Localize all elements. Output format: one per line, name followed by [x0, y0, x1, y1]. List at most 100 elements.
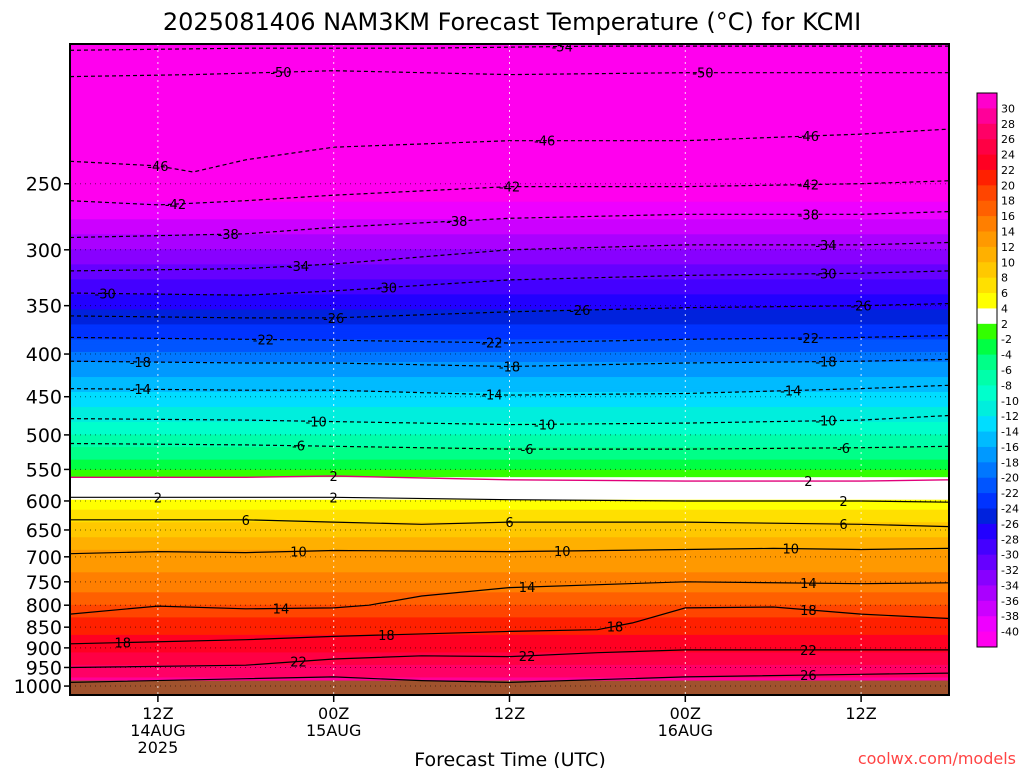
- temperature-band: [70, 149, 949, 153]
- y-tick-label: 450: [26, 387, 62, 409]
- colorbar-swatch: [977, 277, 997, 294]
- contour-label: 26: [800, 669, 817, 684]
- colorbar-swatch: [977, 477, 997, 494]
- temperature-band: [70, 507, 949, 511]
- temperature-band: [70, 201, 949, 205]
- temperature-band: [70, 402, 949, 406]
- temperature-band: [70, 567, 949, 571]
- contour-line: [70, 475, 949, 482]
- temperature-band: [70, 286, 949, 290]
- temperature-band: [70, 56, 949, 60]
- temperature-band: [70, 129, 949, 133]
- temperature-band: [70, 179, 949, 183]
- temperature-band: [70, 627, 949, 631]
- colorbar-swatch: [977, 385, 997, 402]
- temperature-band: [70, 64, 949, 68]
- colorbar-label: -26: [1001, 518, 1019, 531]
- temperature-band: [70, 484, 949, 488]
- contour-label: -34: [288, 260, 309, 275]
- temperature-band: [70, 46, 949, 50]
- temperature-band: [70, 236, 949, 240]
- temperature-band: [70, 664, 949, 669]
- contour-label: -30: [815, 268, 836, 283]
- contour-line: [70, 211, 949, 239]
- y-tick-label: 400: [26, 344, 62, 366]
- temperature-band: [70, 59, 949, 63]
- colorbar-label: 28: [1001, 118, 1015, 131]
- temperature-band: [70, 69, 949, 73]
- contour-label: -14: [130, 383, 151, 398]
- colorbar-swatch: [977, 570, 997, 586]
- temperature-band: [70, 657, 949, 661]
- contour-label: 2: [330, 491, 338, 506]
- contour-line: [70, 70, 949, 78]
- temperature-band: [70, 569, 949, 573]
- contour-label: -6: [837, 442, 850, 457]
- colorbar-label: -24: [1001, 503, 1019, 516]
- colorbar-label: 30: [1001, 102, 1015, 115]
- colorbar-label: 10: [1001, 256, 1015, 269]
- temperature-band: [70, 251, 949, 255]
- contour-label: -34: [815, 239, 836, 254]
- temperature-band: [70, 622, 949, 626]
- contour-line: [70, 606, 949, 645]
- temperature-band: [70, 231, 949, 235]
- contour-label: 6: [505, 516, 513, 531]
- y-tick-label: 850: [26, 617, 62, 639]
- temperature-band: [70, 114, 949, 118]
- colorbar-swatch: [977, 539, 997, 556]
- contour-line: [70, 496, 949, 503]
- contour-line: [70, 358, 949, 368]
- temperature-band: [70, 369, 949, 373]
- temperature-band: [70, 219, 949, 223]
- temperature-band: [70, 554, 949, 558]
- temperature-band: [70, 404, 949, 408]
- temperature-band: [70, 464, 949, 468]
- temperature-band: [70, 437, 949, 441]
- temperature-band: [70, 256, 949, 260]
- colorbar-swatch: [977, 262, 997, 279]
- contour-label: -10: [306, 415, 327, 430]
- temperature-band: [70, 677, 949, 681]
- credit-label: coolwx.com/models: [858, 749, 1016, 768]
- contour-label: -6: [292, 440, 305, 455]
- temperature-band: [70, 266, 949, 270]
- temperature-band: [70, 674, 949, 679]
- contour-line: [70, 241, 949, 272]
- temperature-band: [70, 71, 949, 75]
- temperature-band: [70, 387, 949, 391]
- temperature-band: [70, 522, 949, 526]
- contour-line: [70, 414, 949, 426]
- colorbar-swatch: [977, 139, 997, 155]
- colorbar-swatch: [977, 523, 997, 540]
- contour-label: 22: [519, 650, 536, 665]
- x-axis-title: Forecast Time (UTC): [414, 749, 605, 768]
- temperature-band: [70, 599, 949, 603]
- temperature-band: [70, 291, 949, 295]
- temperature-band: [70, 462, 949, 466]
- contour-label: -38: [446, 215, 467, 230]
- temperature-band: [70, 582, 949, 586]
- colorbar-swatch: [977, 416, 997, 432]
- temperature-band: [70, 51, 949, 55]
- temperature-band: [70, 311, 949, 316]
- y-tick-label: 600: [26, 491, 62, 513]
- colorbar-label: 4: [1001, 302, 1008, 315]
- contour-label: -42: [798, 179, 819, 194]
- contour-label: -6: [521, 443, 534, 458]
- temperature-band: [70, 524, 949, 528]
- colorbar-label: -16: [1001, 441, 1019, 454]
- temperature-band: [70, 372, 949, 376]
- temperature-band: [70, 159, 949, 163]
- contour-label: 2: [839, 495, 847, 510]
- temperature-band: [70, 154, 949, 158]
- contour-label: 10: [554, 545, 571, 560]
- temperature-band: [70, 557, 949, 561]
- colorbar-swatch: [977, 200, 997, 217]
- y-tick-label: 950: [26, 657, 62, 679]
- contour-label: 2: [154, 491, 162, 506]
- temperature-band: [70, 334, 949, 338]
- contour-label: 10: [290, 545, 307, 560]
- temperature-band: [70, 552, 949, 556]
- temperature-band: [70, 296, 949, 300]
